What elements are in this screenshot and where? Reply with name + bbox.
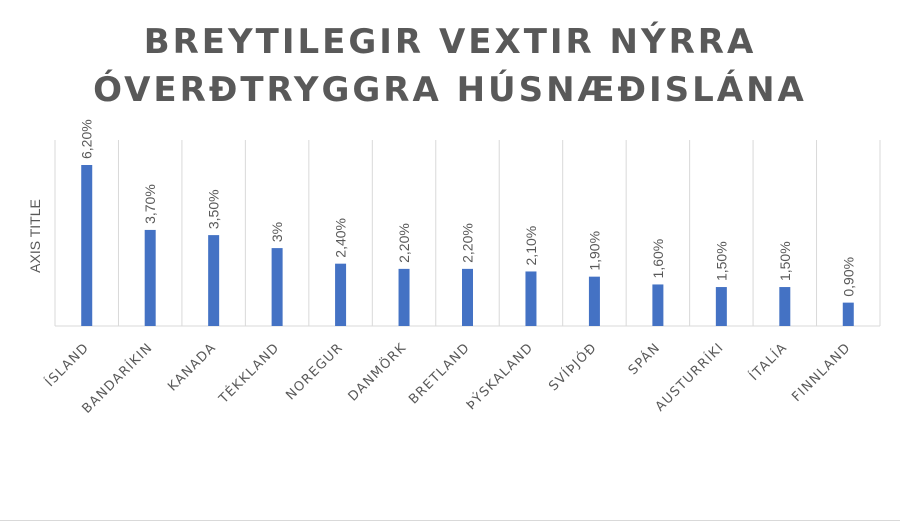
- bar: [335, 263, 347, 326]
- bar: [398, 268, 410, 326]
- bar: [525, 271, 537, 326]
- data-label: 1,50%: [713, 241, 729, 281]
- category-label: ÞÝSKALAND: [463, 340, 537, 414]
- chart-title-line-1: BREYTILEGIR VEXTIR NÝRRA: [143, 22, 757, 62]
- data-label: 3,50%: [206, 189, 222, 229]
- data-label: 3,70%: [142, 184, 158, 224]
- category-label: SPÁN: [625, 340, 664, 379]
- bar: [588, 276, 600, 326]
- data-label: 2,20%: [396, 223, 412, 263]
- bar: [81, 165, 93, 326]
- bar: [271, 248, 283, 326]
- category-label: TÉKKLAND: [215, 340, 283, 408]
- chart-title-line-2: ÓVERÐTRYGGRA HÚSNÆÐISLÁNA: [93, 70, 807, 110]
- data-label: 0,90%: [840, 257, 856, 297]
- category-label: NOREGUR: [283, 340, 346, 403]
- category-label: ÍSLAND: [42, 340, 93, 391]
- category-label: FINNLAND: [789, 340, 854, 405]
- category-label: BRETLAND: [406, 340, 473, 407]
- data-label: 2,20%: [460, 223, 476, 263]
- category-label: KANADA: [165, 340, 219, 394]
- data-label: 1,90%: [586, 231, 602, 271]
- bar: [144, 229, 156, 326]
- category-label: SVÍÞJÓÐ: [546, 340, 601, 395]
- bar: [779, 287, 791, 326]
- bar: [842, 302, 854, 326]
- bar: [715, 287, 727, 326]
- data-label: 3%: [269, 222, 285, 242]
- data-label: 2,10%: [523, 226, 539, 266]
- category-label: ÍTALÍA: [746, 340, 790, 384]
- data-label: 2,40%: [333, 218, 349, 258]
- category-label: DANMÖRK: [344, 339, 410, 405]
- bar: [652, 284, 664, 326]
- data-label: 6,20%: [79, 119, 95, 159]
- bar: [462, 268, 473, 326]
- bar: [208, 235, 220, 326]
- bottom-divider: [0, 520, 900, 521]
- data-label: 1,60%: [650, 239, 666, 279]
- data-label: 1,50%: [777, 241, 793, 281]
- y-axis-title: AXIS TITLE: [27, 199, 43, 273]
